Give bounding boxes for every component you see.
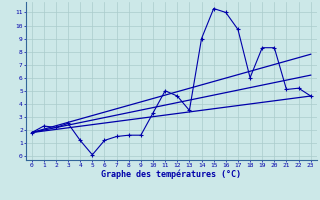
X-axis label: Graphe des températures (°C): Graphe des températures (°C) — [101, 170, 241, 179]
